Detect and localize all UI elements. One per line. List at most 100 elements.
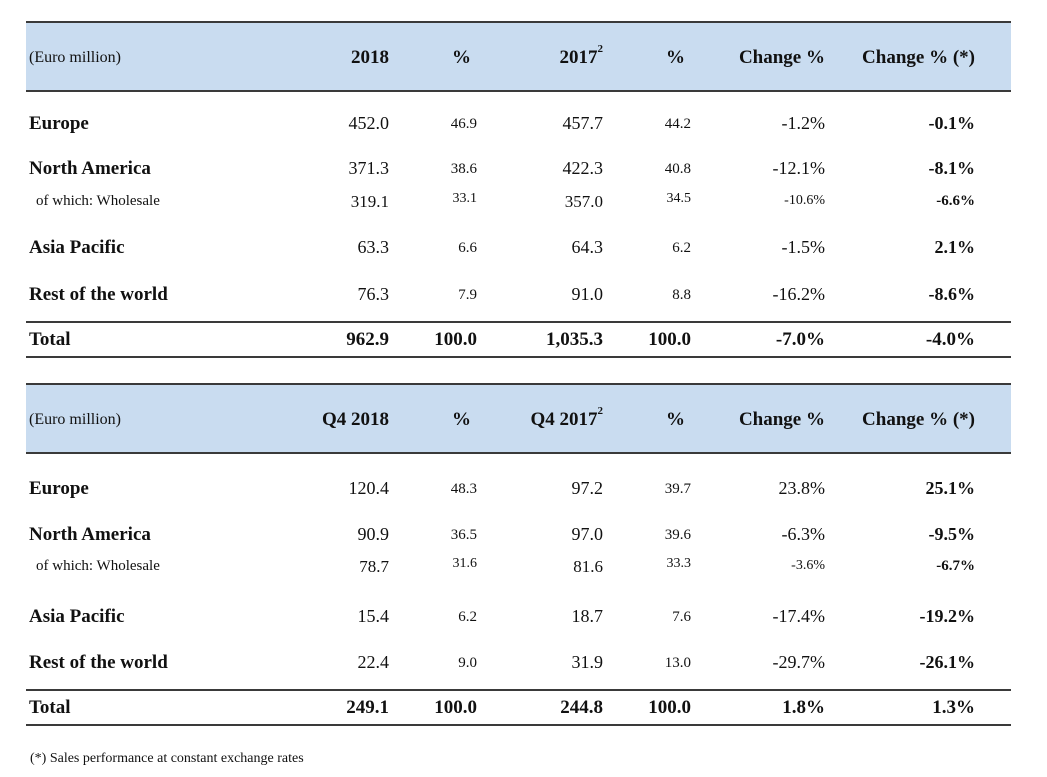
total-value-current: 249.1 [346,697,389,718]
col-header-prev-pct: % [666,409,685,430]
table-total-row: Total 962.9 100.0 1,035.3 100.0 -7.0% -4… [26,321,1011,358]
change-pct: -16.2% [772,284,826,304]
pct-current: 36.5 [450,527,477,543]
value-current: 78.7 [359,557,389,576]
total-pct-current: 100.0 [434,697,477,718]
sales-table-full-year: (Euro million) 2018 % 20172 % Change % C… [26,21,1011,358]
table-row: Europe 452.0 46.9 457.7 44.2 -1.2% -0.1% [26,113,1011,143]
footnote-marker: 2 [597,405,604,417]
total-change-pct: 1.8% [782,697,825,718]
total-value-previous: 244.8 [560,697,603,718]
pct-current: 38.6 [450,161,477,177]
value-previous: 97.2 [571,478,604,498]
total-change-pct-constant: -4.0% [925,329,975,350]
table-row: North America 371.3 38.6 422.3 40.8 -12.… [26,158,1011,188]
total-label: Total [29,329,71,350]
value-previous: 18.7 [571,606,604,626]
row-label: of which: Wholesale [36,558,160,574]
total-change-pct-constant: 1.3% [932,697,975,718]
row-label: Rest of the world [29,652,168,673]
pct-current: 9.0 [458,655,477,671]
row-label: Asia Pacific [29,237,125,258]
value-current: 120.4 [348,478,390,498]
pct-current: 48.3 [450,481,477,497]
value-previous: 64.3 [571,237,604,257]
value-previous: 97.0 [571,524,604,544]
pct-current: 31.6 [452,556,478,571]
col-header-change: Change % [738,409,825,430]
table-row: of which: Wholesale 319.1 33.1 357.0 34.… [26,190,1011,220]
pct-previous: 44.2 [664,116,691,132]
footnote: (*) Sales performance at constant exchan… [30,751,304,766]
pct-previous: 39.7 [664,481,691,497]
value-previous: 457.7 [562,113,604,133]
table-row: Asia Pacific 63.3 6.6 64.3 6.2 -1.5% 2.1… [26,237,1011,267]
table-row: Europe 120.4 48.3 97.2 39.7 23.8% 25.1% [26,478,1011,508]
unit-label: (Euro million) [29,411,121,428]
pct-previous: 13.0 [664,655,691,671]
table-row: Rest of the world 22.4 9.0 31.9 13.0 -29… [26,652,1011,682]
table-body: Europe 452.0 46.9 457.7 44.2 -1.2% -0.1%… [26,92,1011,321]
pct-previous: 33.3 [666,556,692,571]
change-pct: -1.2% [781,113,826,133]
change-pct: -29.7% [772,652,826,672]
row-label: Europe [29,113,89,134]
pct-current: 6.6 [458,240,477,256]
pct-current: 33.1 [452,191,478,206]
col-header-change: Change % [738,47,825,68]
table-row: North America 90.9 36.5 97.0 39.6 -6.3% … [26,524,1011,554]
pct-previous: 6.2 [672,240,691,256]
change-pct-constant: 2.1% [934,237,976,257]
table-total-row: Total 249.1 100.0 244.8 100.0 1.8% 1.3% [26,689,1011,726]
total-pct-current: 100.0 [434,329,477,350]
col-header-prev-year-text: Q4 2017 [530,409,598,430]
total-pct-previous: 100.0 [648,329,691,350]
change-pct: -17.4% [772,606,826,626]
change-pct-constant: -8.1% [928,158,976,178]
col-header-year: 2018 [351,47,389,68]
value-current: 22.4 [357,652,390,672]
row-label: Rest of the world [29,284,168,305]
change-pct-constant: -9.5% [928,524,976,544]
change-pct: -10.6% [784,193,825,208]
change-pct: -3.6% [791,558,825,573]
unit-label: (Euro million) [29,49,121,66]
total-change-pct: -7.0% [775,329,825,350]
table-row: of which: Wholesale 78.7 31.6 81.6 33.3 … [26,555,1011,585]
pct-current: 7.9 [458,287,477,303]
col-header-prev-year: Q4 20172 [530,405,603,431]
total-value-current: 962.9 [346,329,389,350]
change-pct-constant: -0.1% [928,113,976,133]
col-header-change-constant: Change % (*) [862,409,975,430]
row-label: Europe [29,478,89,499]
change-pct-constant: -8.6% [928,284,976,304]
change-pct-constant: -6.7% [936,558,975,574]
value-current: 452.0 [348,113,390,133]
table-row: Rest of the world 76.3 7.9 91.0 8.8 -16.… [26,284,1011,314]
change-pct-constant: -6.6% [936,193,975,209]
total-label: Total [29,697,71,718]
table-row: Asia Pacific 15.4 6.2 18.7 7.6 -17.4% -1… [26,606,1011,636]
value-current: 371.3 [348,158,390,178]
value-current: 319.1 [350,192,389,211]
total-value-previous: 1,035.3 [546,329,603,350]
change-pct: -1.5% [781,237,826,257]
value-current: 63.3 [357,237,390,257]
footnote-marker: 2 [597,43,604,55]
table-header: (Euro million) 2018 % 20172 % Change % C… [26,21,1011,92]
row-label: Asia Pacific [29,606,125,627]
col-header-change-constant: Change % (*) [862,47,975,68]
value-previous: 422.3 [562,158,604,178]
change-pct: 23.8% [778,478,826,498]
row-label: North America [29,524,151,545]
row-label: of which: Wholesale [36,193,160,209]
col-header-prev-year: 20172 [560,43,604,69]
pct-previous: 39.6 [664,527,691,543]
pct-previous: 8.8 [672,287,691,303]
value-previous: 31.9 [571,652,604,672]
value-current: 76.3 [357,284,390,304]
table-body: Europe 120.4 48.3 97.2 39.7 23.8% 25.1% … [26,454,1011,689]
total-pct-previous: 100.0 [648,697,691,718]
col-header-pct: % [452,409,471,430]
table-header: (Euro million) Q4 2018 % Q4 20172 % Chan… [26,383,1011,454]
